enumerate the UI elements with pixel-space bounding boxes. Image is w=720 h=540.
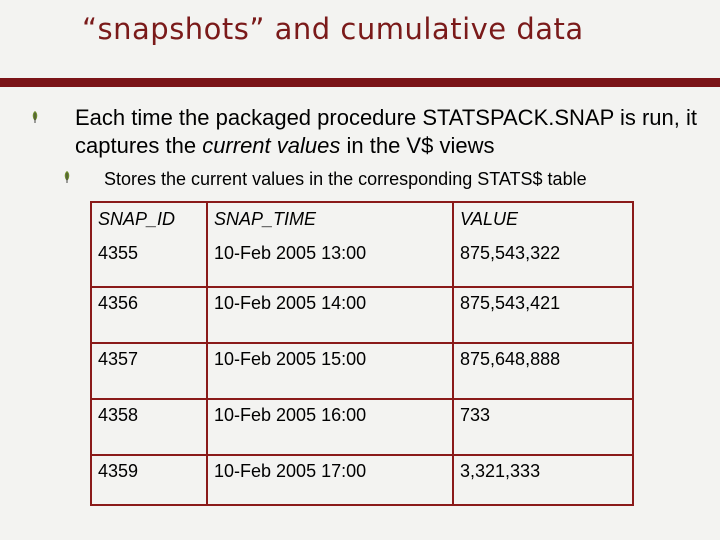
table-row: 4355 10-Feb 2005 13:00 875,543,322 (91, 238, 633, 288)
cell-snap-time: 10-Feb 2005 17:00 (206, 455, 453, 505)
snapshot-table: SNAP_ID SNAP_TIME VALUE 4355 10-Feb 2005… (90, 201, 634, 506)
cell-snap-id: 4356 (91, 287, 207, 344)
cell-value: 3,321,333 (452, 455, 633, 505)
bullet1-text: Each time the packaged procedure STATSPA… (75, 105, 697, 158)
cell-snap-id: 4357 (91, 343, 207, 400)
cell-value: 733 (452, 399, 633, 456)
header-snap-id: SNAP_ID (98, 209, 176, 229)
cell-snap-time: 10-Feb 2005 14:00 (206, 287, 453, 344)
header-snap-time: SNAP_TIME (206, 202, 453, 238)
slide-title: “snapshots” and cumulative data (82, 12, 584, 46)
cell-value: 875,543,421 (452, 287, 633, 344)
header-value: VALUE (452, 202, 633, 238)
cell-snap-id: 4358 (91, 399, 207, 456)
table-row: 4358 10-Feb 2005 16:00 733 (91, 399, 633, 456)
table-row: 4356 10-Feb 2005 14:00 875,543,421 (91, 287, 633, 344)
bullet1-emphasis: current values (202, 133, 341, 158)
table-row: 4359 10-Feb 2005 17:00 3,321,333 (91, 455, 633, 505)
cell-value: 875,543,322 (452, 238, 633, 288)
cell-snap-time: 10-Feb 2005 15:00 (206, 343, 453, 400)
leaf-bullet-icon (32, 111, 38, 123)
cell-snap-time: 10-Feb 2005 13:00 (206, 238, 453, 288)
bullet-level2: Stores the current values in the corresp… (104, 169, 587, 189)
cell-snap-id: 4355 (91, 238, 207, 288)
title-divider (0, 78, 720, 87)
cell-snap-time: 10-Feb 2005 16:00 (206, 399, 453, 456)
bullet1-text-end: in the V$ views (340, 133, 495, 158)
table-row: 4357 10-Feb 2005 15:00 875,648,888 (91, 343, 633, 400)
leaf-bullet-icon (64, 171, 70, 183)
bullet-level1: Each time the packaged procedure STATSPA… (75, 104, 705, 160)
cell-value: 875,648,888 (452, 343, 633, 400)
table-header-row: SNAP_ID SNAP_TIME VALUE (91, 202, 633, 238)
cell-snap-id: 4359 (98, 461, 139, 481)
